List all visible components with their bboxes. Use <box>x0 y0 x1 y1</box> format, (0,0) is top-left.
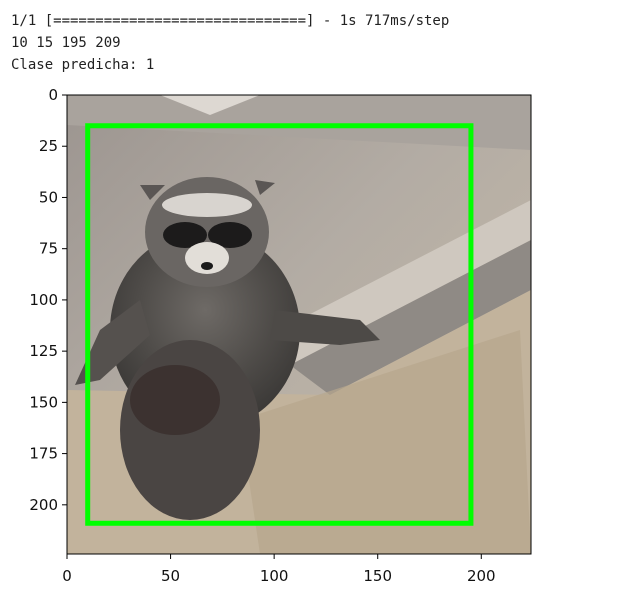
y-tick-label: 75 <box>39 240 58 258</box>
y-tick-label: 125 <box>29 342 58 360</box>
x-tick-label: 150 <box>363 567 392 585</box>
x-tick-label: 0 <box>62 567 72 585</box>
bounding-box <box>85 123 474 526</box>
y-axis: 0 25 50 75 100 125 150 175 200 <box>29 86 67 514</box>
y-tick-label: 0 <box>48 86 58 104</box>
bbox-coordinates-line: 10 15 195 209 <box>11 35 121 51</box>
y-tick-label: 100 <box>29 291 58 309</box>
progress-line: 1/1 [==============================] - 1… <box>11 13 450 29</box>
x-axis: 0 50 100 150 200 <box>62 554 496 585</box>
axes-frame <box>66 94 532 555</box>
y-tick-label: 150 <box>29 393 58 411</box>
y-tick-label: 25 <box>39 137 58 155</box>
x-tick-label: 200 <box>467 567 496 585</box>
predicted-class-line: Clase predicha: 1 <box>11 57 155 73</box>
x-tick-label: 50 <box>161 567 180 585</box>
x-tick-label: 100 <box>260 567 289 585</box>
y-tick-label: 50 <box>39 188 58 206</box>
raccoon-photo <box>67 95 531 554</box>
y-tick-label: 200 <box>29 496 58 514</box>
y-tick-label: 175 <box>29 445 58 463</box>
